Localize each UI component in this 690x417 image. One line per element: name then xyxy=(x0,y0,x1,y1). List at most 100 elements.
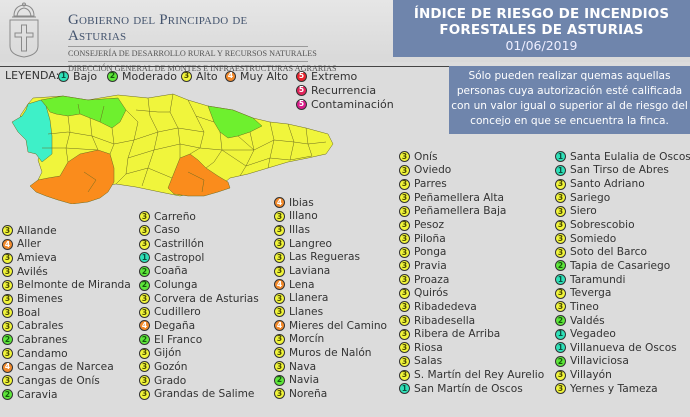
list-item: 1 Taramundi xyxy=(555,273,690,287)
list-item: 3 Nava xyxy=(274,360,387,374)
municipality-name: Corvera de Asturias xyxy=(154,292,259,305)
list-item: 3 Teverga xyxy=(555,286,690,300)
municipality-name: Siero xyxy=(570,205,597,218)
list-item: 3 Tineo xyxy=(555,300,690,314)
risk-3-icon: 3 xyxy=(399,355,410,367)
municipality-name: Cudillero xyxy=(154,306,201,319)
municipality-name: Ribadesella xyxy=(414,314,476,327)
risk-3-icon: 3 xyxy=(274,388,285,400)
municipality-name: Illas xyxy=(289,224,311,237)
list-item: 3 Ponga xyxy=(399,245,544,259)
legend-label-alto: Alto xyxy=(196,69,218,83)
risk-3-icon: 3 xyxy=(274,361,285,372)
list-item: 3 Sariego xyxy=(555,191,690,205)
risk-3-icon: 3 xyxy=(399,274,410,286)
legend-label: LEYENDA: xyxy=(5,69,60,82)
risk-5-extremo-icon: 5 xyxy=(296,70,307,82)
list-item: 3 Candamo xyxy=(2,347,131,361)
municipality-name: El Franco xyxy=(154,333,203,346)
municipality-name: Parres xyxy=(414,178,447,191)
list-item: 1 Castropol xyxy=(139,251,259,265)
risk-3-icon: 3 xyxy=(399,287,410,299)
list-item: 3 Illas xyxy=(274,223,387,237)
municipality-name: Noreña xyxy=(289,387,328,400)
risk-3-icon: 3 xyxy=(555,205,566,217)
legend-label-contaminacion: Contaminación xyxy=(311,97,394,111)
government-title: Gobierno del Principado de Asturias xyxy=(68,12,308,47)
risk-3-icon: 3 xyxy=(139,388,150,400)
municipality-name: Amieva xyxy=(17,252,57,265)
municipality-name: Ibias xyxy=(289,196,314,209)
risk-3-icon: 3 xyxy=(555,192,566,204)
risk-3-icon: 3 xyxy=(274,251,285,263)
risk-3-icon: 3 xyxy=(274,238,285,250)
municipality-name: Salas xyxy=(414,355,443,368)
municipality-name: Grandas de Salime xyxy=(154,388,255,401)
municipality-name: Coaña xyxy=(154,265,188,278)
municipality-name: Llanera xyxy=(289,292,329,305)
risk-1-icon: 1 xyxy=(139,252,150,264)
municipality-name: Mieres del Camino xyxy=(289,319,388,332)
list-item: 3 Yernes y Tameza xyxy=(555,382,690,396)
municipality-name: Castrillón xyxy=(154,238,204,251)
risk-2-icon: 2 xyxy=(555,260,566,272)
list-item: 3 Llanera xyxy=(274,291,387,305)
risk-3-icon: 3 xyxy=(2,279,13,291)
risk-3-icon: 3 xyxy=(399,328,410,340)
report-date: 01/06/2019 xyxy=(505,38,578,53)
risk-3-icon: 3 xyxy=(274,265,285,277)
note-line-1: Sólo pueden realizar quemas aquellas xyxy=(468,70,671,82)
municipality-name: Vegadeo xyxy=(570,328,616,341)
risk-3-icon: 3 xyxy=(139,375,150,386)
municipality-name: Las Regueras xyxy=(289,251,361,264)
legend-label-recurrencia: Recurrencia xyxy=(311,83,377,97)
list-item: 3 Ribera de Arriba xyxy=(399,327,544,341)
divider xyxy=(0,66,452,67)
risk-3-icon: 3 xyxy=(139,238,150,250)
municipality-name: Oviedo xyxy=(414,164,452,177)
list-item: 3 Siero xyxy=(555,205,690,219)
list-item: 2 Caravia xyxy=(2,388,131,402)
list-item: 3 Langreo xyxy=(274,237,387,251)
risk-2-icon: 2 xyxy=(2,389,13,400)
asturias-risk-map xyxy=(11,93,334,204)
municipality-name: Santa Eulalia de Oscos xyxy=(570,150,690,163)
directorate-name: Dirección General de Montes e Infraestru… xyxy=(68,64,337,73)
list-item: 2 Valdés xyxy=(555,314,690,328)
list-item: 2 Navia xyxy=(274,373,387,387)
list-item: 3 Carreño xyxy=(139,210,259,224)
municipality-name: Langreo xyxy=(289,237,332,250)
burning-note: Sólo pueden realizar quemas aquellas per… xyxy=(449,66,690,134)
risk-3-icon: 3 xyxy=(399,192,410,204)
asturias-coat-of-arms-icon xyxy=(9,2,39,58)
list-item: 3 Noreña xyxy=(274,387,387,401)
risk-3-icon: 3 xyxy=(2,225,13,237)
risk-1-icon: 1 xyxy=(58,70,69,82)
risk-1-icon: 1 xyxy=(555,328,566,340)
risk-3-icon: 3 xyxy=(555,233,566,245)
list-item: 3 Illano xyxy=(274,210,387,224)
list-item: 3 Corvera de Asturias xyxy=(139,292,259,306)
risk-3-icon: 3 xyxy=(274,210,285,222)
risk-3-icon: 3 xyxy=(2,252,13,264)
risk-2-icon: 2 xyxy=(107,70,118,82)
municipality-name: Soto del Barco xyxy=(570,246,647,259)
list-item: 2 Tapia de Casariego xyxy=(555,259,690,273)
municipality-name: Cangas de Onís xyxy=(17,374,100,387)
legend-item-contaminacion: 5 Contaminación xyxy=(296,97,394,111)
risk-3-icon: 3 xyxy=(274,347,285,359)
municipality-name: Castropol xyxy=(154,251,205,264)
risk-3-icon: 3 xyxy=(555,301,566,313)
municipality-name: Morcín xyxy=(289,333,325,346)
risk-3-icon: 3 xyxy=(399,301,410,313)
legend-item-moderado: 2 Moderado xyxy=(107,69,177,83)
risk-3-icon: 3 xyxy=(181,70,192,82)
risk-2-icon: 2 xyxy=(2,334,13,346)
list-item: 3 Villayón xyxy=(555,368,690,382)
list-item: 3 Pesoz xyxy=(399,218,544,232)
list-item: 3 Parres xyxy=(399,177,544,191)
risk-3-icon: 3 xyxy=(555,219,566,231)
list-item: 3 Grandas de Salime xyxy=(139,387,259,401)
municipality-name: Valdés xyxy=(570,314,605,327)
list-item: 3 Cabrales xyxy=(2,319,131,333)
